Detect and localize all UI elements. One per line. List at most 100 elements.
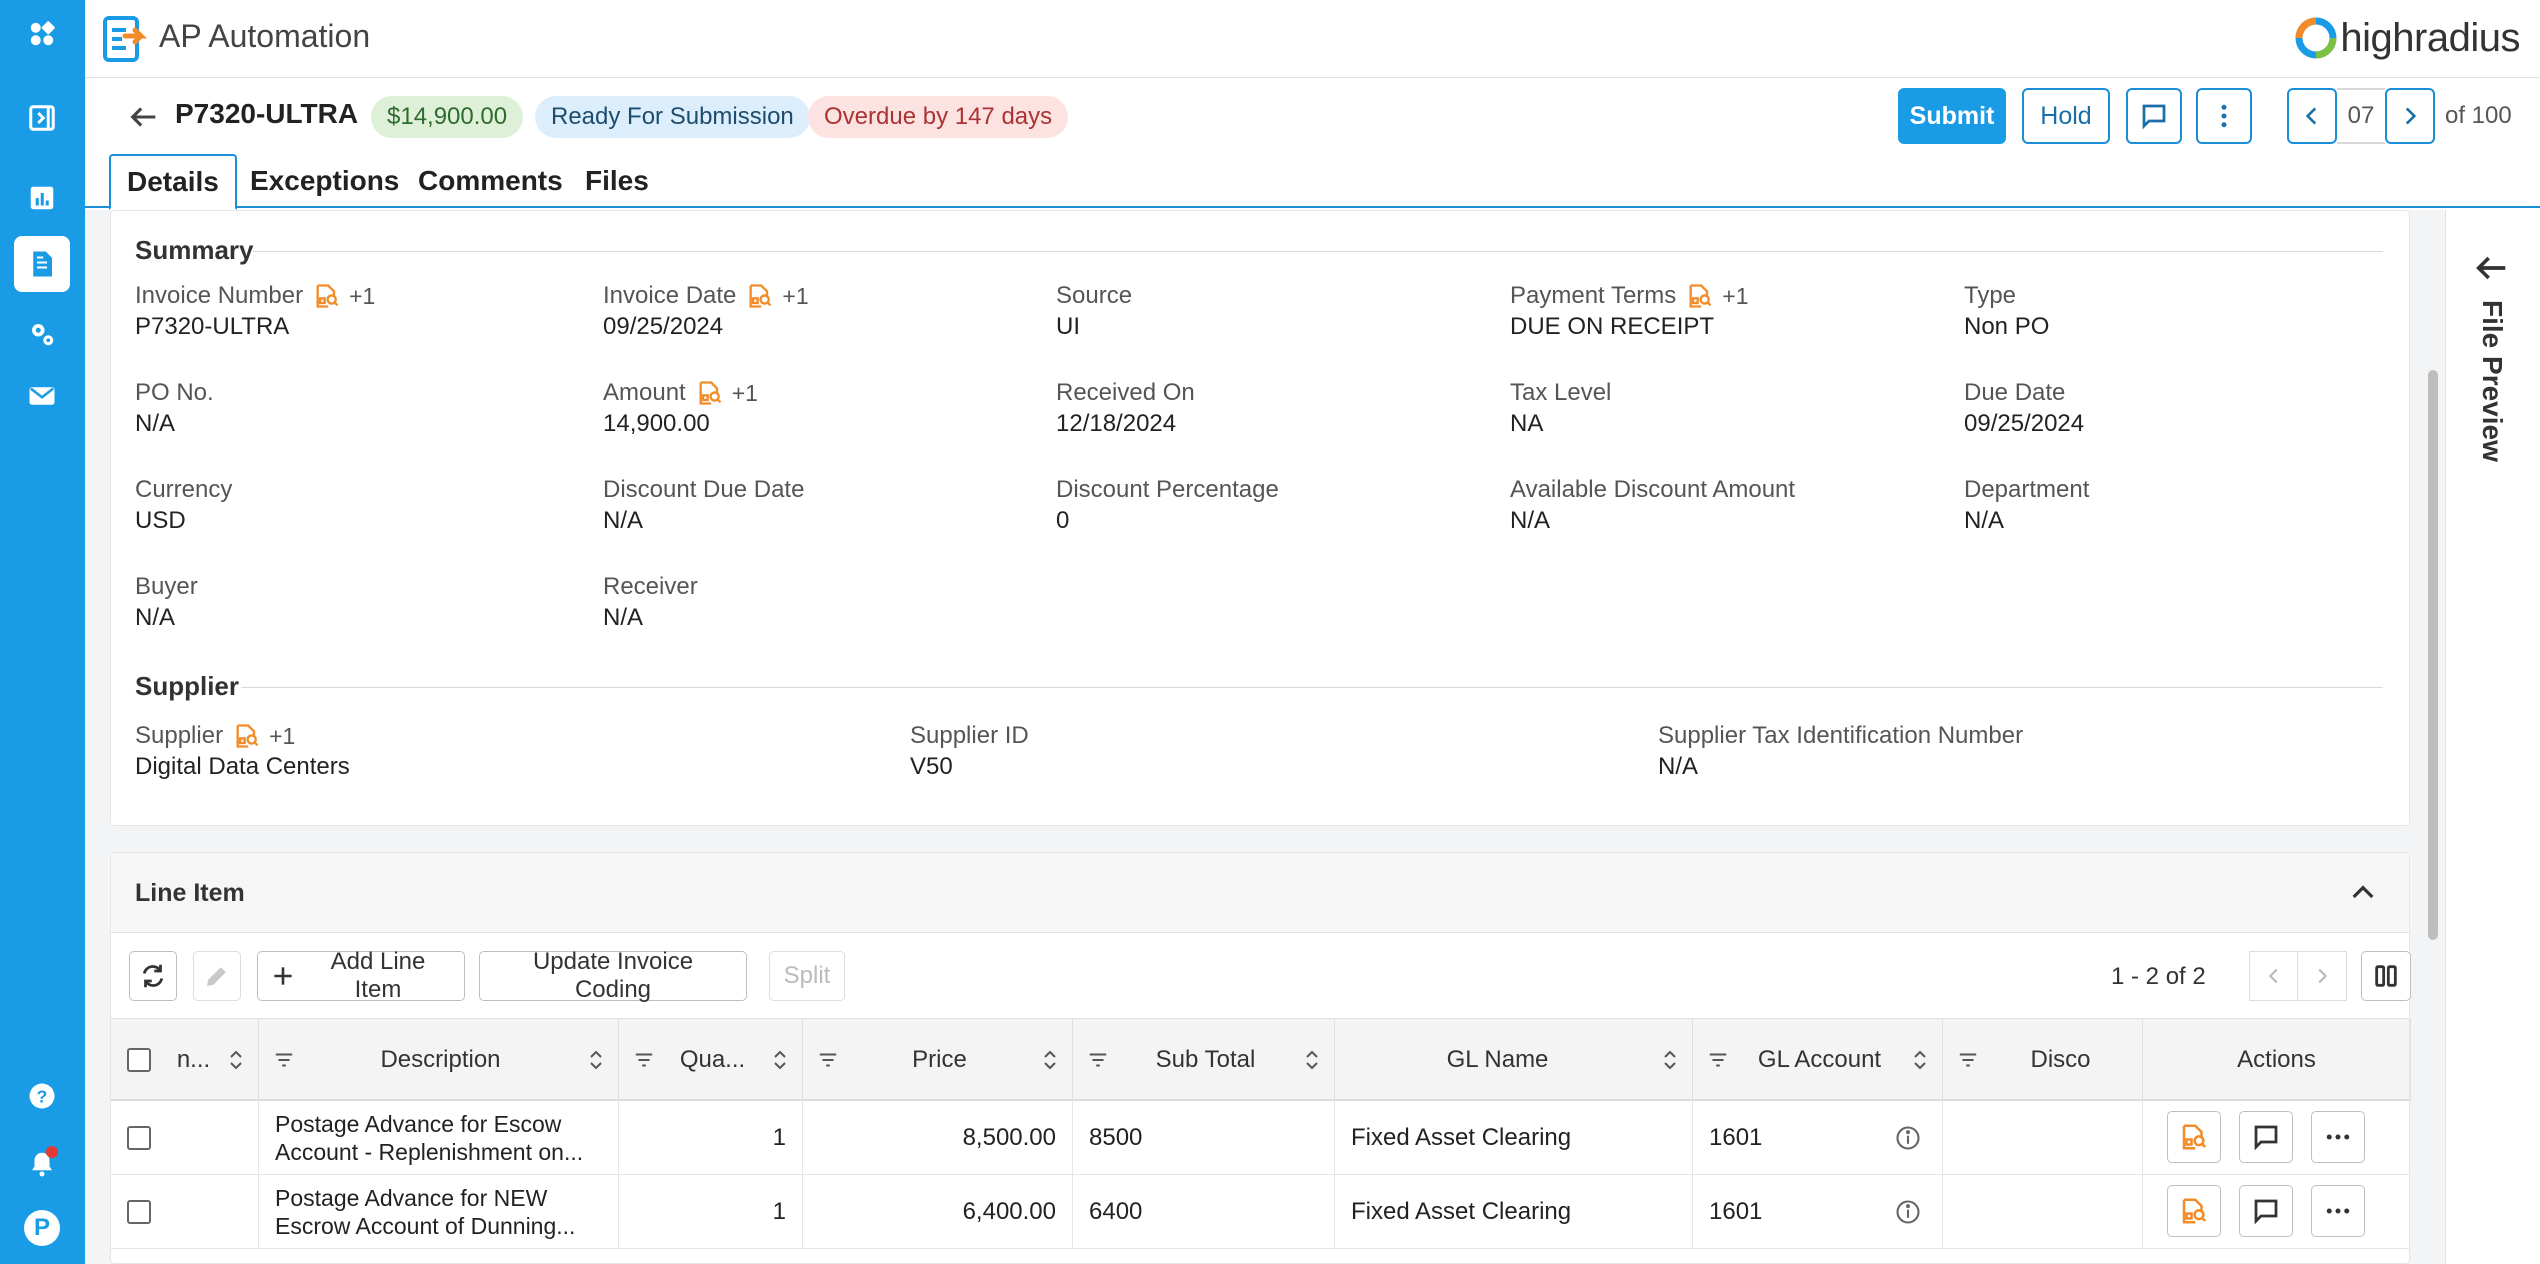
quantity-cell[interactable]: 1 [619,1175,803,1249]
sort-icon[interactable] [1302,1047,1322,1073]
row-document-preview-button[interactable] [2167,1185,2221,1237]
field-extra-count[interactable]: +1 [349,282,376,309]
gl-name-cell[interactable]: Fixed Asset Clearing [1335,1101,1693,1175]
supplier-title: Supplier [135,671,240,701]
row-document-preview-button[interactable] [2167,1111,2221,1163]
filter-icon[interactable] [633,1049,655,1071]
settings-gears-icon[interactable] [14,306,70,362]
comment-button[interactable] [2126,88,2182,144]
field-buyer: Buyer N/A [135,572,198,632]
document-preview-icon[interactable] [746,282,774,310]
table-row[interactable]: Postage Advance for NEW Escrow Account o… [111,1175,2409,1249]
document-preview-icon[interactable] [2179,1122,2209,1152]
sub-total-cell[interactable]: 6400 [1073,1175,1335,1249]
next-invoice-button[interactable] [2385,88,2435,144]
grid-next-page-button[interactable] [2297,951,2347,1001]
column-settings-button[interactable] [2361,951,2411,1001]
row-more-options-button[interactable] [2311,1185,2365,1237]
grid-prev-page-button[interactable] [2249,951,2299,1001]
info-icon[interactable] [1894,1124,1922,1152]
column-header-gl-account[interactable]: GL Account [1693,1019,1943,1101]
tab-exceptions[interactable]: Exceptions [250,165,400,196]
submit-button[interactable]: Submit [1898,88,2006,144]
field-extra-count[interactable]: +1 [1722,282,1749,309]
document-preview-icon[interactable] [233,722,261,750]
sort-icon[interactable] [586,1047,606,1073]
expand-preview-arrow-icon[interactable] [2472,248,2512,288]
field-extra-count[interactable]: +1 [782,282,809,309]
collapse-panel-icon[interactable] [14,90,70,146]
field-value: Non PO [1964,313,2050,340]
document-preview-icon[interactable] [313,282,341,310]
field-extra-count[interactable]: +1 [269,722,296,749]
line-item-header[interactable]: Line Item [111,853,2409,933]
price-cell[interactable]: 8,500.00 [803,1101,1073,1175]
apps-icon[interactable] [14,6,70,62]
app-header: AP Automation highradius [85,0,2540,78]
more-options-button[interactable] [2196,88,2252,144]
gl-account-cell[interactable]: 1601 [1693,1175,1943,1249]
help-icon[interactable]: ? [14,1068,70,1124]
document-preview-icon[interactable] [2179,1196,2209,1226]
document-preview-icon[interactable] [1686,282,1714,310]
sort-icon[interactable] [226,1047,246,1073]
column-header-gl-name[interactable]: GL Name [1335,1019,1693,1101]
add-line-item-button[interactable]: Add Line Item [257,948,465,1003]
discount-cell[interactable] [1943,1175,2143,1249]
chevron-up-icon[interactable] [2347,877,2379,909]
column-header-n[interactable]: n... [111,1019,259,1101]
filter-icon[interactable] [273,1049,295,1071]
back-arrow-icon[interactable] [127,100,161,134]
previous-invoice-button[interactable] [2287,88,2337,144]
bell-icon[interactable] [14,1136,70,1192]
pager-current[interactable]: 07 [2337,88,2385,144]
mail-icon[interactable] [14,368,70,424]
quantity-cell[interactable]: 1 [619,1101,803,1175]
table-row[interactable]: Postage Advance for Escow Account - Repl… [111,1101,2409,1175]
discount-cell[interactable] [1943,1101,2143,1175]
sort-icon[interactable] [1910,1047,1930,1073]
content-scrollbar[interactable] [2428,370,2438,940]
filter-icon[interactable] [817,1049,839,1071]
sort-icon[interactable] [1040,1047,1060,1073]
filter-icon[interactable] [1957,1049,1979,1071]
gl-name-cell[interactable]: Fixed Asset Clearing [1335,1175,1693,1249]
document-preview-icon[interactable] [696,379,724,407]
invoice-document-icon[interactable] [14,236,70,292]
filter-icon[interactable] [1087,1049,1109,1071]
description-cell[interactable]: Postage Advance for Escow Account - Repl… [259,1101,619,1175]
column-header-description[interactable]: Description [259,1019,619,1101]
column-header-disco[interactable]: Disco [1943,1019,2143,1101]
field-extra-count[interactable]: +1 [731,379,758,406]
price-cell[interactable]: 6,400.00 [803,1175,1073,1249]
split-button[interactable]: Split [769,951,845,1001]
column-header-price[interactable]: Price [803,1019,1073,1101]
description-cell[interactable]: Postage Advance for NEW Escrow Account o… [259,1175,619,1249]
row-comment-button[interactable] [2239,1185,2293,1237]
refresh-button[interactable] [129,951,177,1001]
column-header-qua[interactable]: Qua... [619,1019,803,1101]
row-checkbox[interactable] [127,1200,151,1224]
hold-button[interactable]: Hold [2022,88,2110,144]
avatar[interactable]: P [24,1210,60,1246]
analytics-icon[interactable] [14,170,70,226]
sub-total-cell[interactable]: 8500 [1073,1101,1335,1175]
update-invoice-coding-button[interactable]: Update Invoice Coding [479,948,747,1003]
filter-icon[interactable] [1707,1049,1729,1071]
file-preview-label[interactable]: File Preview [2477,300,2508,462]
field-value: N/A [603,604,644,631]
tab-details[interactable]: Details [109,154,237,210]
column-header-sub-total[interactable]: Sub Total [1073,1019,1335,1101]
tab-files[interactable]: Files [585,165,649,196]
row-comment-button[interactable] [2239,1111,2293,1163]
row-more-options-button[interactable] [2311,1111,2365,1163]
column-header-actions[interactable]: Actions [2143,1019,2411,1101]
edit-button[interactable] [193,951,241,1001]
sort-icon[interactable] [770,1047,790,1073]
gl-account-cell[interactable]: 1601 [1693,1101,1943,1175]
select-all-checkbox[interactable] [127,1048,151,1072]
sort-icon[interactable] [1660,1047,1680,1073]
tab-comments[interactable]: Comments [418,165,563,196]
info-icon[interactable] [1894,1198,1922,1226]
row-checkbox[interactable] [127,1126,151,1150]
